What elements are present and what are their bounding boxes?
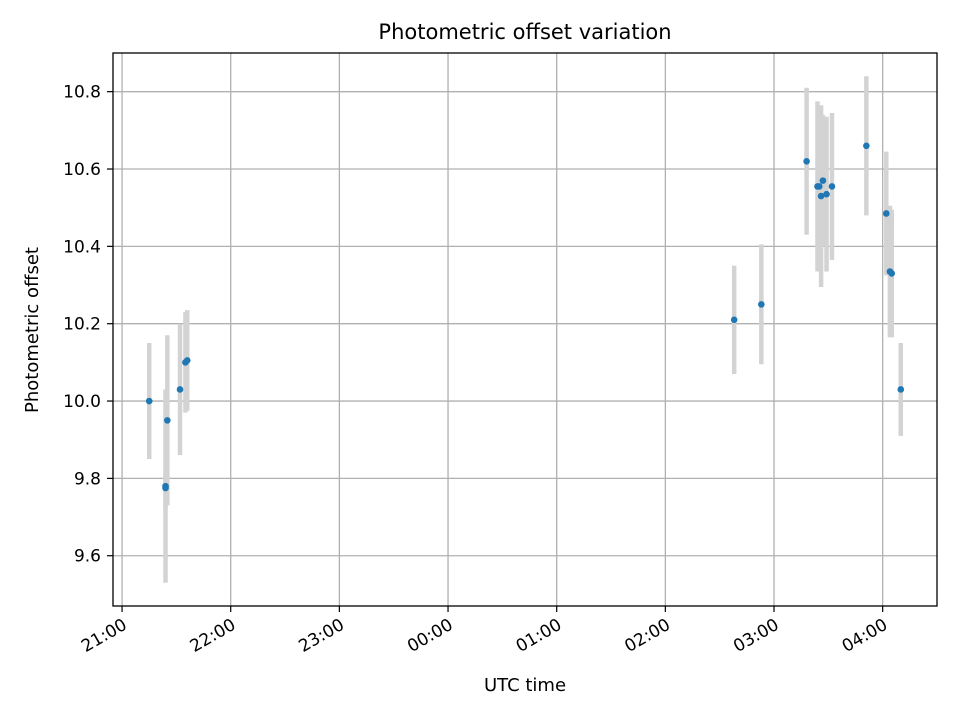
data-point (183, 357, 191, 364)
data-point (897, 386, 905, 393)
y-tick-label: 9.8 (74, 469, 101, 489)
data-point (176, 386, 184, 393)
x-axis-ticks: 21:00 22:00 23:00 00:00 01:00 02:00 03:00 04:00 (78, 606, 891, 657)
data-point (828, 183, 836, 190)
data-point (758, 301, 765, 308)
data-points (145, 142, 905, 492)
data-point (863, 142, 870, 150)
x-tick-label: 21:00 (78, 615, 130, 657)
data-point (888, 270, 896, 277)
x-tick-label: 00:00 (404, 615, 456, 657)
data-point (882, 210, 890, 217)
y-tick-label: 10.8 (63, 83, 101, 103)
data-point (823, 190, 830, 198)
x-tick-label: 04:00 (839, 615, 891, 657)
x-tick-label: 23:00 (295, 615, 347, 657)
grid-lines (113, 53, 937, 606)
chart-title: Photometric offset variation (378, 20, 671, 44)
y-tick-label: 10.0 (63, 392, 101, 412)
y-tick-label: 10.6 (63, 160, 101, 180)
data-point (730, 316, 738, 324)
y-tick-label: 9.6 (74, 547, 101, 567)
data-point (164, 417, 171, 424)
x-axis-title: UTC time (484, 675, 566, 696)
error-bars (146, 76, 904, 583)
x-tick-label: 03:00 (730, 615, 782, 657)
data-point (803, 157, 810, 165)
data-point (819, 177, 827, 184)
y-axis-ticks: 9.6 9.8 10.0 10.2 10.4 10.6 10.8 (63, 83, 113, 567)
x-tick-label: 02:00 (621, 615, 673, 657)
data-point (162, 484, 169, 492)
x-tick-label: 22:00 (187, 615, 239, 657)
y-tick-label: 10.2 (63, 315, 101, 335)
y-tick-label: 10.4 (63, 237, 101, 257)
data-point (145, 397, 153, 405)
data-point (815, 183, 823, 190)
x-tick-label: 01:00 (513, 615, 565, 657)
plot-area-frame (112, 52, 938, 607)
y-axis-title: Photometric offset (22, 247, 43, 413)
data-point (817, 192, 825, 200)
